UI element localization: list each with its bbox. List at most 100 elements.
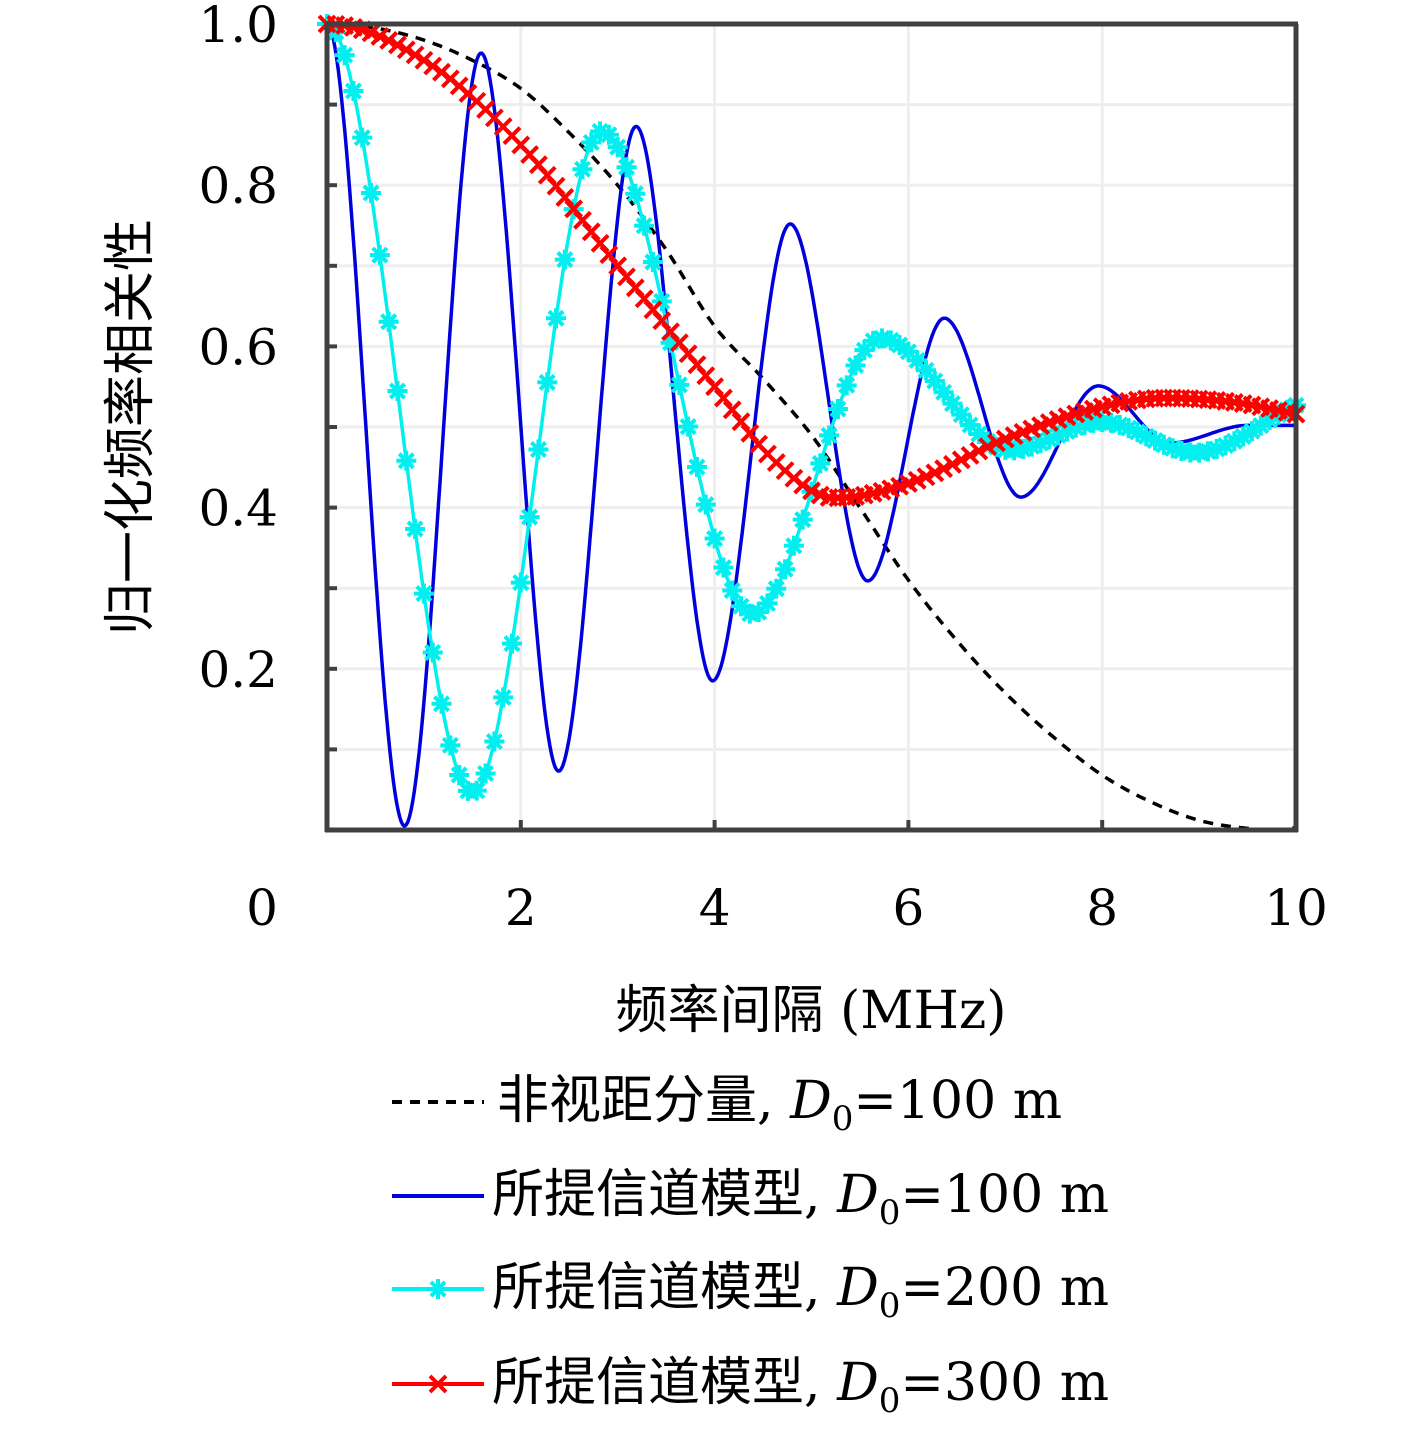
y-tick-label: 0.6	[198, 318, 278, 376]
data-point-marker	[986, 436, 1007, 457]
data-point-marker	[1224, 431, 1245, 452]
data-point-marker	[793, 475, 813, 495]
data-point-marker	[880, 330, 901, 351]
data-point-marker	[1259, 410, 1280, 431]
x-tick-label: 8	[1086, 879, 1118, 937]
data-point-marker	[369, 245, 390, 266]
data-point-marker	[924, 371, 945, 392]
data-point-marker	[1250, 415, 1271, 436]
data-point-marker	[660, 332, 681, 353]
legend-label: 所提信道模型, D0=200 m	[492, 1258, 1109, 1326]
data-point-marker	[977, 431, 998, 452]
legend-item: 所提信道模型, D0=100 m	[392, 1165, 1109, 1233]
y-tick-label: 0.8	[198, 157, 278, 215]
data-point-marker	[590, 121, 611, 142]
data-point-marker	[414, 50, 434, 70]
data-point-marker	[933, 382, 954, 403]
data-point-marker	[396, 450, 417, 471]
ticks: 0.2 0.4 0.6 0.8 1.0 0 2 4 6 8 10	[198, 0, 1327, 937]
legend-label: 非视距分量, D0=100 m	[497, 1071, 1062, 1139]
data-point-marker	[501, 633, 522, 654]
y-axis-label: 归一化频率相关性	[101, 219, 161, 635]
legend-item: 所提信道模型, D0=200 m	[392, 1258, 1109, 1326]
data-point-marker	[1021, 436, 1042, 457]
legend: 非视距分量, D0=100 m 所提信道模型, D0=100 m 所提信道模型, D…	[392, 1071, 1109, 1421]
data-point-marker	[854, 340, 875, 361]
data-point-marker	[405, 45, 425, 65]
data-point-marker	[827, 399, 848, 420]
data-point-marker	[378, 311, 399, 332]
grid	[327, 22, 1296, 830]
x-tick-label: 10	[1264, 879, 1328, 937]
data-point-marker	[388, 35, 407, 55]
legend-item: 非视距分量, D0=100 m	[392, 1071, 1062, 1139]
data-point-marker	[916, 360, 937, 381]
data-point-marker	[731, 596, 752, 617]
data-point-marker	[898, 341, 919, 362]
data-point-marker	[334, 45, 355, 66]
data-point-marker	[625, 183, 646, 204]
data-point-marker	[907, 350, 928, 371]
data-point-marker	[1065, 417, 1086, 438]
data-point-marker	[836, 375, 857, 396]
data-point-marker	[942, 393, 963, 414]
data-point-marker	[704, 528, 725, 549]
data-point-marker	[422, 642, 443, 663]
x-tick-label: 2	[505, 879, 537, 937]
data-point-marker	[775, 559, 796, 580]
legend-marker	[428, 1374, 448, 1394]
data-point-marker	[951, 404, 972, 425]
data-point-marker	[1197, 441, 1218, 462]
data-point-marker	[510, 572, 531, 593]
data-point-marker	[1136, 426, 1157, 447]
data-point-marker	[651, 291, 672, 312]
series-3	[317, 14, 1306, 508]
data-point-marker	[1162, 438, 1183, 459]
legend-label: 所提信道模型, D0=100 m	[492, 1165, 1109, 1233]
series-line	[326, 22, 1297, 795]
data-point-marker	[519, 507, 540, 528]
data-point-marker	[361, 183, 382, 204]
data-point-marker	[554, 249, 575, 270]
data-point-marker	[493, 687, 514, 708]
y-tick-label: 0.4	[198, 480, 278, 538]
data-point-marker	[819, 425, 840, 446]
data-point-marker	[1012, 438, 1033, 459]
data-point-marker	[792, 509, 813, 530]
data-point-marker	[722, 580, 743, 601]
data-point-marker	[889, 335, 910, 356]
legend-marker	[428, 1279, 448, 1299]
data-point-marker	[413, 583, 434, 604]
data-point-marker	[343, 81, 364, 102]
data-point-marker	[1048, 425, 1069, 446]
data-point-marker	[748, 602, 769, 623]
data-point-marker	[678, 416, 699, 437]
data-point-marker	[1215, 435, 1236, 456]
data-point-marker	[1153, 434, 1174, 455]
data-point-marker	[871, 328, 892, 349]
data-point-marker	[1030, 433, 1051, 454]
data-point-marker	[387, 380, 408, 401]
series-1	[326, 22, 1297, 828]
data-point-marker	[1206, 438, 1227, 459]
data-point-marker	[713, 557, 734, 578]
data-point-marker	[475, 763, 496, 784]
series-layer	[317, 14, 1306, 832]
x-tick-label: 4	[699, 879, 731, 937]
data-point-marker	[783, 535, 804, 556]
data-point-marker	[1241, 421, 1262, 442]
data-point-marker	[572, 159, 593, 180]
data-point-marker	[766, 578, 787, 599]
data-point-marker	[757, 593, 778, 614]
data-point-marker	[581, 132, 602, 153]
data-point-marker	[642, 252, 663, 273]
data-point-marker	[810, 453, 831, 474]
data-point-marker	[484, 731, 505, 752]
data-point-marker	[1233, 426, 1254, 447]
data-point-marker	[1127, 422, 1148, 443]
data-point-marker	[1101, 412, 1122, 433]
data-point-marker	[863, 330, 884, 351]
data-point-marker	[1145, 430, 1166, 451]
data-point-marker	[431, 693, 452, 714]
